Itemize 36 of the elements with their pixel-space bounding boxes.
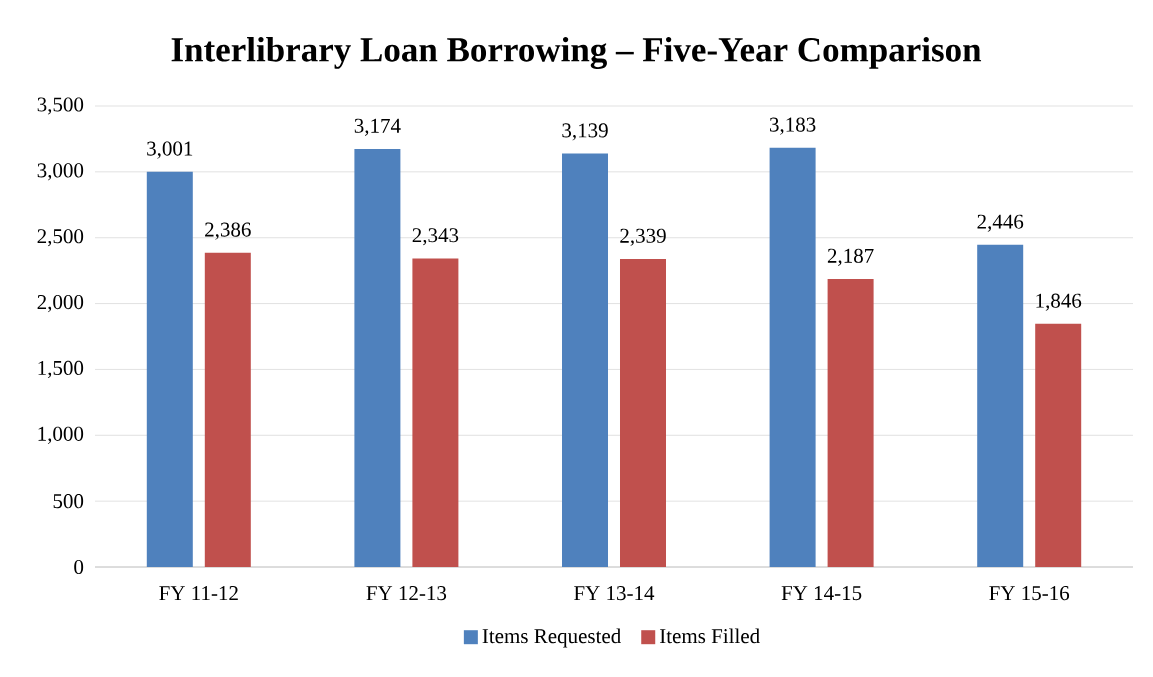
bar (146, 171, 193, 567)
data-label: 2,187 (827, 248, 874, 266)
legend-label: Items Requested (482, 628, 621, 648)
y-tick-label: 3,500 (37, 97, 84, 115)
bar (827, 278, 874, 567)
data-label: 2,343 (412, 228, 459, 246)
y-tick-label: 500 (53, 494, 84, 509)
bar (620, 258, 666, 567)
y-tick-label: 3,000 (37, 163, 84, 181)
bar (562, 153, 608, 567)
x-tick-label: FY 13-14 (574, 586, 655, 601)
data-label: 3,139 (562, 123, 608, 141)
y-tick-label: 1,500 (38, 360, 84, 379)
data-label: 2,446 (977, 214, 1024, 232)
x-tick-label: FY 11-12 (159, 586, 238, 600)
y-tick-label: 0 (74, 559, 84, 575)
x-tick-label: FY 14-15 (781, 586, 862, 601)
x-tick-label: FY 12-13 (366, 586, 447, 601)
bar (412, 258, 459, 567)
y-tick-label: 2,500 (37, 229, 84, 247)
bar (769, 147, 816, 567)
legend-label: Items Filled (659, 628, 760, 644)
data-label: 2,386 (205, 222, 251, 240)
data-label: 3,183 (769, 117, 816, 135)
bar (204, 252, 251, 567)
bar (977, 244, 1024, 567)
data-label: 2,339 (620, 228, 666, 246)
y-tick-label: 1,000 (38, 426, 84, 444)
data-label: 1,846 (1036, 293, 1082, 311)
chart-title: Interlibrary Loan Borrowing – Five-Year Comparison (171, 37, 982, 69)
x-tick-label: FY 15-16 (989, 586, 1070, 601)
data-label: 3,174 (354, 118, 401, 136)
y-tick-label: 2,000 (37, 294, 84, 313)
bar (354, 148, 401, 567)
bar (1035, 323, 1082, 567)
data-label: 3,001 (147, 141, 193, 159)
